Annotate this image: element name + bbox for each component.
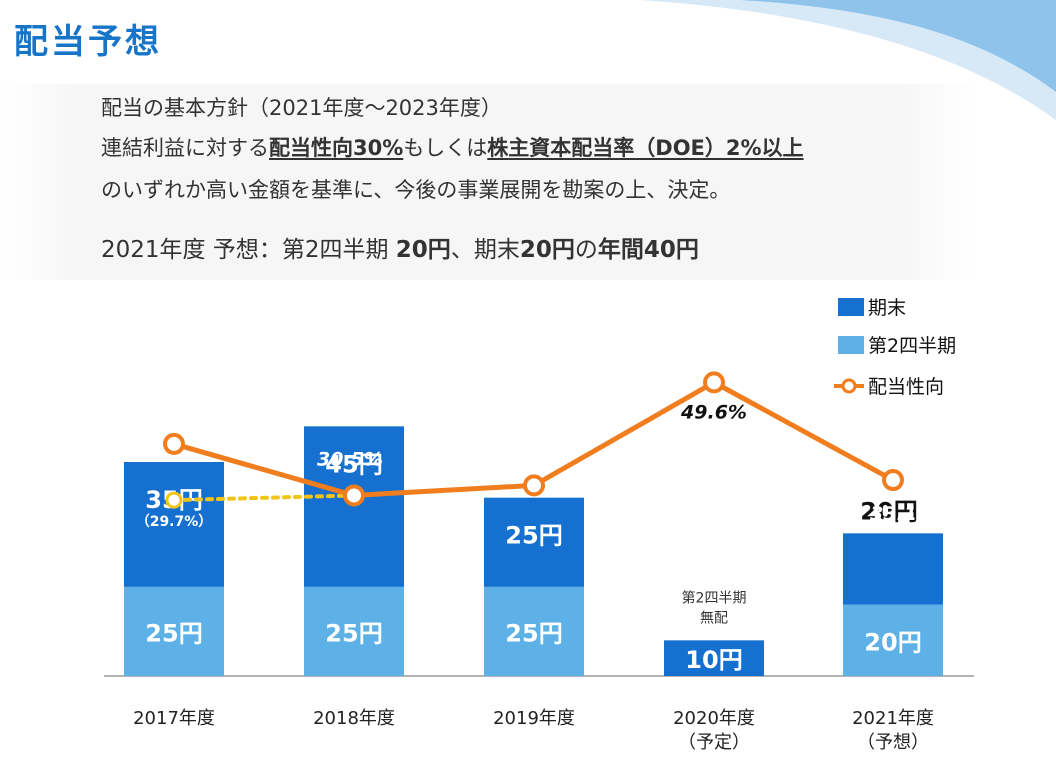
- legend-swatch-interim: [838, 336, 864, 354]
- bar-year-end-3: [484, 497, 584, 587]
- forecast-summary: 2021年度 予想：第2四半期 20円、期末20円の年間40円: [101, 230, 699, 264]
- forecast-year-end-amount: 20円: [519, 237, 575, 263]
- bar-year-end-label-2: 45円: [325, 450, 382, 478]
- top-total-label: 20円: [860, 497, 917, 525]
- bar-interim-label-2: 25円: [325, 619, 382, 647]
- legend-label-year-end: 期末: [868, 297, 906, 319]
- category-sublabel-5: （予想）: [857, 732, 929, 753]
- forecast-year-end-label: 、期末: [450, 237, 520, 263]
- header-decoration: [640, 0, 1056, 120]
- policy-criteria-or: もしくは: [403, 136, 488, 160]
- header-wave-inner: [740, 0, 1056, 92]
- bar-interim-3: [484, 586, 584, 676]
- policy-criteria: 連結利益に対する配当性向30%もしくは株主資本配当率（DOE）2%以上: [101, 132, 804, 162]
- payout-ratio-marker-2: [343, 484, 365, 507]
- reference-dotted-line: [172, 493, 356, 503]
- bar-interim-2: [304, 586, 404, 676]
- payout-ratio-label-2: 30.5%: [317, 448, 383, 470]
- policy-decision: のいずれか高い金額を基準に、今後の事業展開を勘案の上、決定。: [101, 178, 731, 202]
- bar-interim-label-3: 25円: [505, 619, 562, 647]
- category-label-2: 2018年度: [313, 708, 395, 729]
- bar-year-end-2: [304, 426, 404, 587]
- payout-ratio-marker-3: [523, 474, 545, 497]
- payout-ratio-criterion: 配当性向30%: [269, 136, 404, 160]
- bar-interim-label-1: 25円: [145, 619, 202, 647]
- reference-marker: [165, 491, 183, 509]
- payout-ratio-marker-1: [163, 432, 185, 455]
- payout-ratio-marker-4: [703, 371, 725, 394]
- category-label-5: 2021年度: [852, 708, 934, 729]
- no-interim-annotation-2: 無配: [700, 610, 728, 626]
- forecast-interim-amount: 20円: [395, 237, 451, 263]
- payout-ratio-label-3: 32.2%: [501, 438, 567, 460]
- legend-label-payout: 配当性向: [868, 376, 944, 398]
- bar-interim-1: [124, 586, 224, 676]
- page-title: 配当予想: [14, 22, 162, 62]
- category-label-4: 2020年度: [673, 708, 755, 729]
- policy-heading: 配当の基本方針（2021年度～2023年度）: [101, 96, 502, 120]
- legend-label-interim: 第2四半期: [868, 335, 956, 357]
- bar-year-end-label-4: 10円: [685, 646, 742, 674]
- bar-year-end-1: [124, 462, 224, 587]
- bar-year-end-4: [664, 640, 764, 676]
- bar-year-end-5: [843, 533, 943, 605]
- reference-label: （29.7%）: [136, 514, 213, 530]
- dividend-policy-box: 配当の基本方針（2021年度～2023年度） 連結利益に対する配当性向30%もし…: [0, 84, 976, 280]
- no-interim-annotation-1: 第2四半期: [682, 589, 747, 606]
- legend-marker-payout: [841, 378, 857, 394]
- dividend-chart: 25円35円25円45円25円25円10円20円20円第2四半期無配（29.7%…: [104, 297, 974, 753]
- forecast-prefix: 2021年度 予想：第2四半期: [101, 237, 396, 263]
- payout-ratio-label-5: 33.1%: [870, 503, 936, 525]
- forecast-particle: の: [574, 237, 598, 263]
- bar-year-end-label-3: 25円: [505, 522, 562, 550]
- doe-criterion: 株主資本配当率（DOE）2%以上: [487, 136, 804, 160]
- payout-ratio-label-1: 39.2%: [141, 407, 207, 429]
- policy-criteria-prefix: 連結利益に対する: [101, 136, 269, 160]
- payout-ratio-marker-5: [882, 469, 904, 492]
- payout-ratio-label-4: 49.6%: [680, 401, 747, 423]
- forecast-annual-amount: 年間40円: [597, 237, 699, 263]
- category-sublabel-4: （予定）: [678, 732, 750, 753]
- bar-interim-label-5: 20円: [864, 628, 921, 656]
- legend-swatch-year-end: [838, 298, 864, 316]
- category-label-1: 2017年度: [133, 708, 215, 729]
- category-label-3: 2019年度: [493, 708, 575, 729]
- bar-interim-5: [843, 604, 943, 676]
